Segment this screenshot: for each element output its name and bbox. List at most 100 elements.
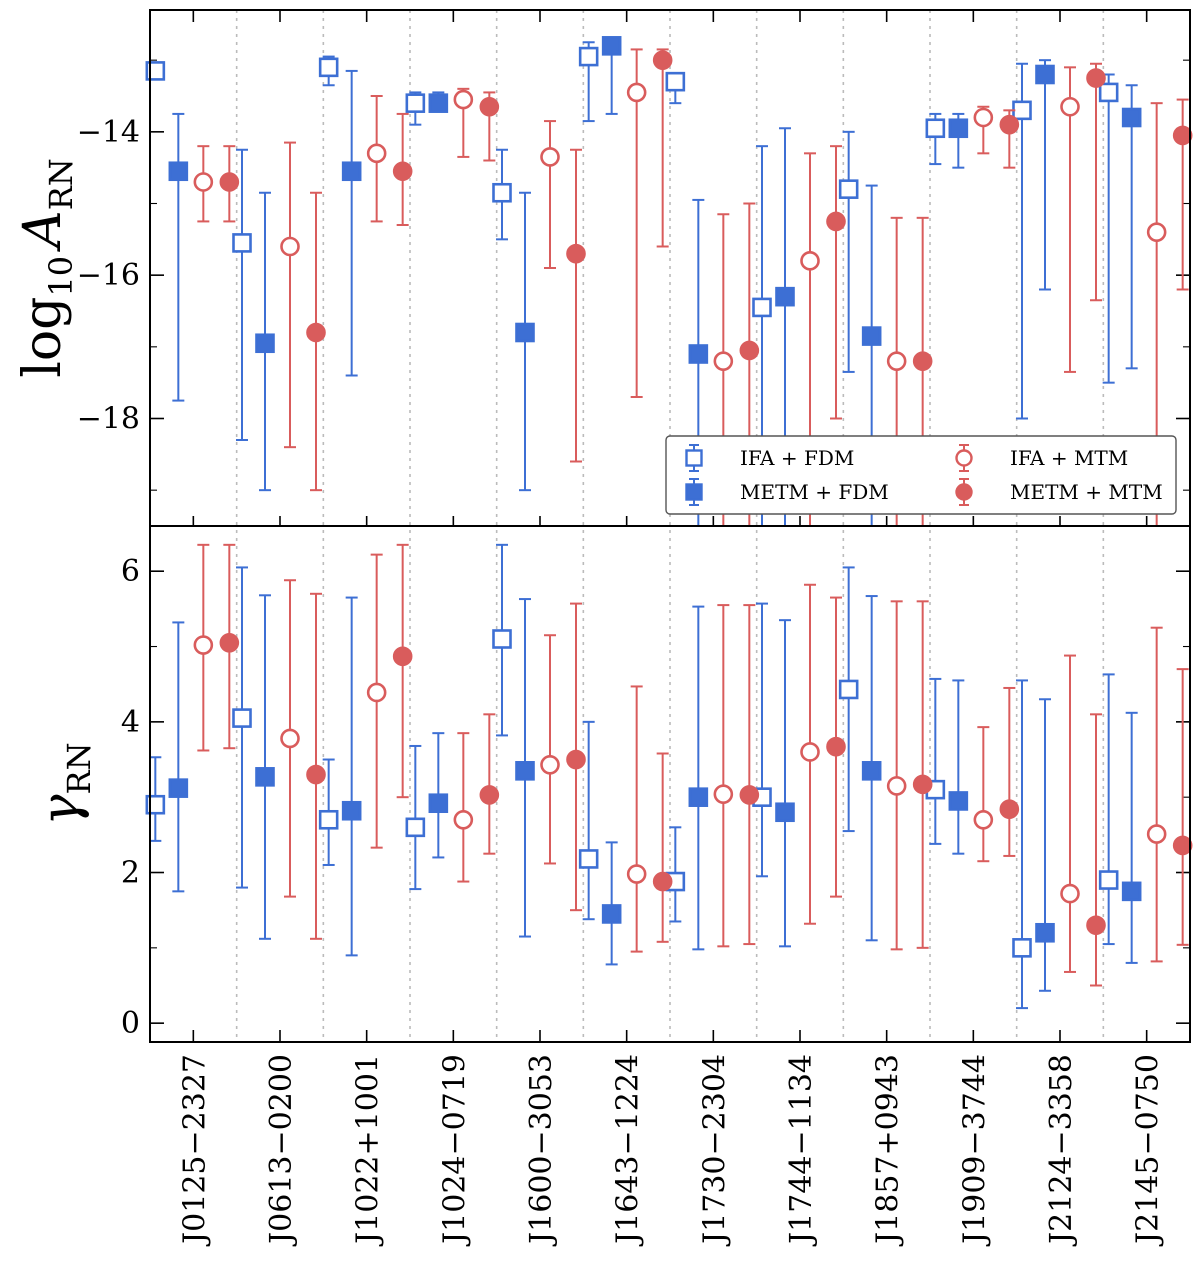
data-point	[392, 161, 413, 182]
data-point	[925, 118, 946, 139]
ytick-label-top: −14	[77, 115, 140, 150]
data-point	[492, 629, 512, 649]
data-point	[428, 793, 449, 814]
data-point	[193, 635, 214, 655]
ytick-label-top: −16	[77, 258, 140, 293]
data-point	[1086, 68, 1106, 88]
data-point	[886, 351, 907, 371]
category-label: J0613−0200	[264, 1054, 299, 1247]
legend-marker	[685, 449, 703, 467]
ytick-label-top: −18	[77, 402, 140, 437]
legend-label: METM + MTM	[1010, 480, 1163, 504]
category-label: J2145−0750	[1131, 1054, 1166, 1247]
axis-labels: −18 −16 −14 0 2 4 6 J0125−2327 J0613−0200 J1022+1…	[13, 115, 1166, 1247]
ytick-label-bottom: 2	[121, 856, 140, 891]
category-label: J1857+0943	[871, 1054, 906, 1247]
data-point	[1086, 915, 1106, 936]
data-point	[219, 172, 240, 192]
data-point	[601, 904, 622, 924]
series-top-ifafdm	[145, 41, 1119, 526]
data-point	[652, 50, 673, 70]
data-marks	[145, 36, 1193, 1010]
data-point	[861, 326, 882, 346]
data-point	[1172, 125, 1193, 146]
data-point	[800, 742, 820, 762]
series-top-ifamtm	[193, 48, 1167, 526]
data-point	[713, 351, 734, 371]
legend-entry: METM + FDM	[685, 478, 889, 506]
data-point	[826, 736, 846, 757]
data-point	[652, 871, 673, 892]
data-point	[1146, 824, 1167, 844]
data-point	[366, 143, 387, 164]
data-point	[838, 179, 859, 199]
data-point	[912, 774, 933, 795]
data-point	[999, 114, 1020, 135]
data-point	[306, 322, 326, 343]
data-point	[578, 46, 599, 67]
legend-label: IFA + FDM	[740, 446, 854, 470]
axis-frames	[149, 9, 1191, 1043]
ytick-label-bottom: 4	[121, 705, 140, 740]
category-label: J1744−1134	[784, 1054, 819, 1247]
legend-entry: IFA + FDM	[685, 444, 854, 472]
data-point	[566, 749, 586, 770]
legend-entry: METM + MTM	[955, 478, 1163, 506]
data-point	[665, 71, 686, 92]
data-point	[601, 36, 622, 56]
data-point	[800, 251, 820, 271]
data-point	[1098, 82, 1119, 103]
data-point	[1060, 883, 1080, 904]
data-point	[1172, 835, 1193, 856]
data-point	[1146, 222, 1167, 242]
data-point	[1035, 64, 1055, 85]
category-label: J0125−2327	[177, 1054, 212, 1247]
data-point	[145, 794, 166, 815]
data-point	[318, 57, 339, 78]
series-bottom-metmmtm	[219, 543, 1193, 987]
data-point	[515, 322, 535, 343]
data-point	[973, 107, 994, 128]
data-point	[255, 767, 275, 787]
data-point	[1121, 107, 1142, 128]
series-bottom-metmfdm	[168, 594, 1142, 992]
category-label: J1643−1224	[611, 1054, 646, 1247]
data-point	[688, 787, 709, 807]
data-point	[752, 297, 772, 318]
legend-entry: IFA + MTM	[955, 444, 1128, 472]
data-point	[255, 333, 275, 354]
data-point	[479, 96, 500, 117]
data-point	[999, 799, 1020, 820]
category-label: J1022+1001	[351, 1054, 386, 1247]
data-point	[219, 632, 240, 653]
data-point	[1060, 96, 1080, 117]
data-point	[973, 809, 994, 830]
legend-label: METM + FDM	[740, 480, 889, 504]
data-point	[492, 182, 512, 203]
category-label: J1024−0719	[437, 1054, 472, 1247]
data-point	[306, 764, 326, 785]
panel-bottom-frame	[149, 525, 1191, 1043]
data-point	[540, 754, 560, 775]
data-point	[948, 118, 969, 139]
data-point	[713, 784, 734, 804]
data-point	[948, 791, 969, 811]
data-point	[739, 340, 760, 361]
ylabel-bottom: γRN	[31, 742, 98, 825]
data-point	[861, 761, 882, 781]
data-point	[838, 679, 859, 700]
series-bottom-ifamtm	[193, 543, 1167, 973]
legend-marker	[685, 483, 703, 501]
ylabel-top: log10ARN	[13, 158, 80, 378]
data-point	[1012, 100, 1032, 121]
data-point	[1098, 870, 1119, 890]
category-label: J1600−3053	[524, 1054, 559, 1247]
data-point	[515, 761, 535, 781]
data-point	[775, 286, 795, 307]
data-point	[341, 800, 362, 821]
data-point	[168, 161, 189, 182]
legend-label: IFA + MTM	[1010, 446, 1128, 470]
legend-marker	[955, 483, 973, 501]
data-point	[405, 93, 426, 113]
